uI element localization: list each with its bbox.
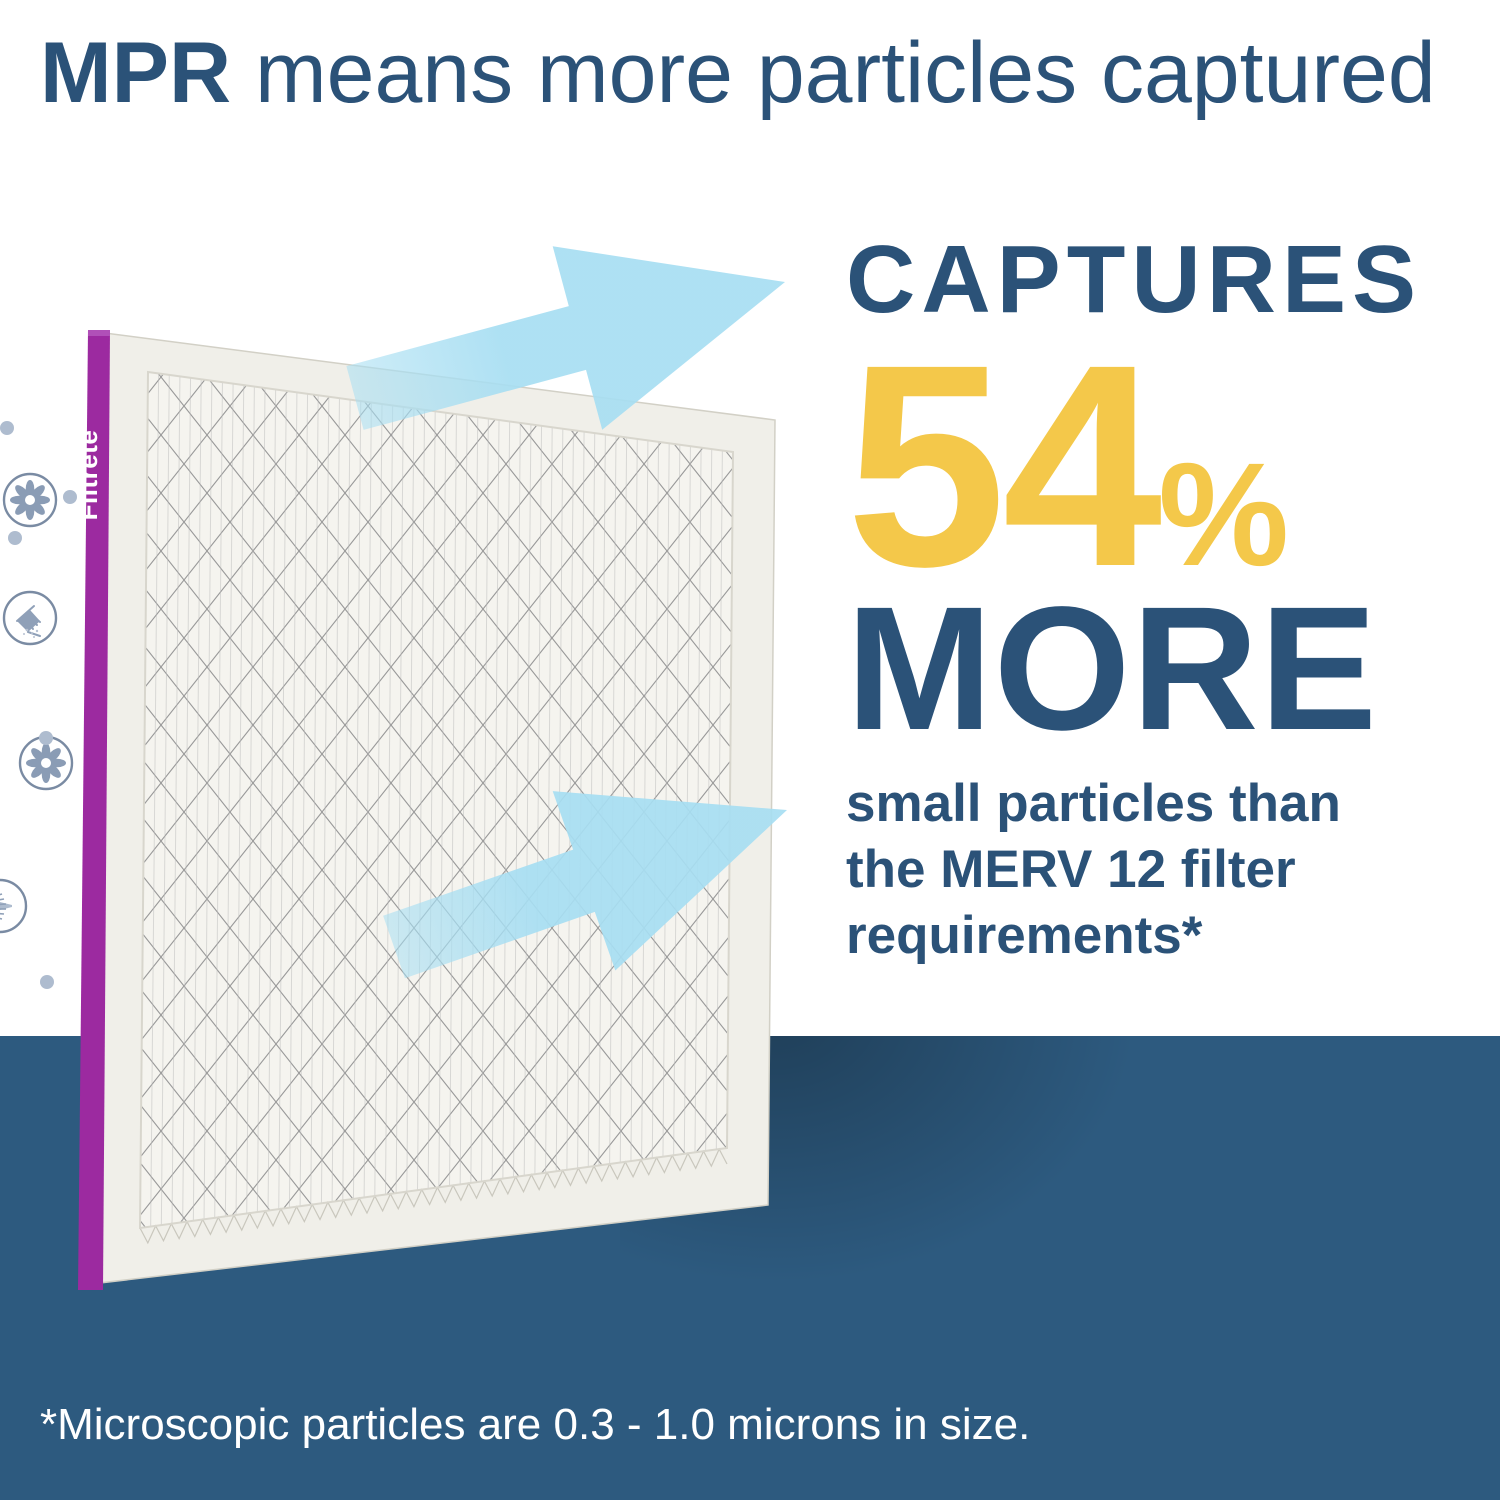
svg-text:Filtrete: Filtrete [73,430,103,521]
